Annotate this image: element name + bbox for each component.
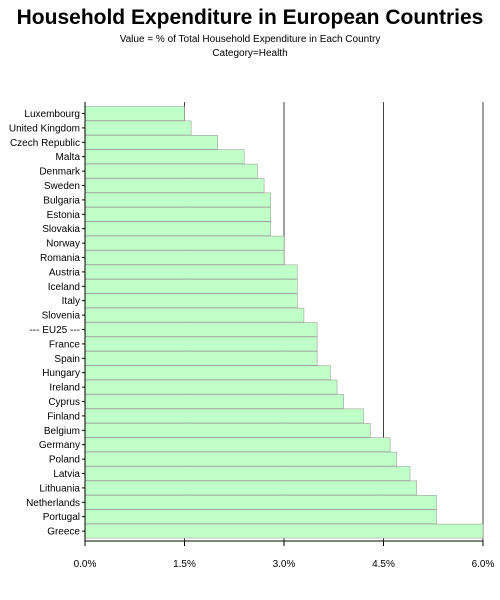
category-label: Iceland — [48, 282, 80, 293]
x-tick-label: 1.5% — [173, 559, 196, 570]
category-label: Norway — [46, 239, 80, 250]
category-label: Czech Republic — [10, 138, 80, 149]
bar — [84, 235, 285, 251]
category-label: Estonia — [47, 210, 81, 221]
x-tick-label: 0.0% — [74, 559, 97, 570]
category-label: --- EU25 --- — [29, 325, 80, 336]
bar — [84, 264, 298, 280]
bar — [84, 163, 258, 179]
bar — [84, 480, 417, 496]
bars — [84, 106, 484, 539]
bar — [84, 336, 318, 352]
category-label: Romania — [40, 253, 80, 264]
bar — [84, 135, 218, 150]
category-label: Portugal — [43, 512, 80, 523]
category-label: Greece — [47, 527, 80, 538]
tick-labels: 0.0% 1.5% 3.0% 4.5% 6.0% — [74, 559, 495, 570]
category-label: Ireland — [49, 383, 80, 394]
category-labels: Luxembourg United Kingdom Czech Republic Ma… — [9, 109, 81, 538]
chart-title: Household Expenditure in European Countr… — [16, 6, 484, 29]
category-label: Lithuania — [39, 483, 80, 494]
bar — [84, 221, 272, 236]
bar — [84, 422, 371, 438]
chart-subtitle-category: Category=Health — [212, 48, 288, 59]
category-label: Slovenia — [42, 311, 81, 322]
bar — [84, 437, 391, 453]
axes — [82, 102, 484, 546]
category-label: Italy — [62, 296, 80, 307]
category-label: Sweden — [44, 181, 80, 192]
bar — [84, 293, 298, 309]
bar — [84, 451, 398, 467]
category-label: Germany — [39, 440, 80, 451]
bar — [84, 509, 437, 525]
bar — [84, 494, 437, 510]
bar — [84, 106, 185, 121]
x-tick-label: 6.0% — [472, 559, 495, 570]
category-label: Finland — [47, 411, 80, 422]
bar — [84, 192, 272, 208]
category-label: Austria — [49, 267, 81, 278]
bar — [84, 523, 484, 539]
category-label: Spain — [54, 354, 80, 365]
category-label: Slovakia — [42, 224, 80, 235]
category-label: Poland — [49, 455, 80, 466]
category-label: Luxembourg — [24, 109, 80, 120]
category-label: Belgium — [44, 426, 80, 437]
x-tick-label: 4.5% — [372, 559, 395, 570]
bar — [84, 307, 305, 323]
bar — [84, 250, 285, 265]
category-label: Latvia — [53, 469, 80, 480]
category-label: United Kingdom — [9, 123, 80, 134]
chart-subtitle-value: Value = % of Total Household Expenditure… — [119, 34, 381, 45]
bar — [84, 350, 318, 366]
bar — [84, 322, 318, 337]
x-tick-label: 3.0% — [273, 559, 296, 570]
bar — [84, 365, 331, 381]
bar — [84, 178, 265, 193]
category-label: Malta — [56, 152, 81, 163]
category-label: France — [49, 339, 81, 350]
bar — [84, 120, 192, 136]
category-label: Netherlands — [26, 498, 80, 509]
bar — [84, 466, 411, 481]
category-label: Hungary — [42, 368, 80, 379]
category-label: Bulgaria — [43, 195, 80, 206]
category-label: Cyprus — [48, 397, 80, 408]
category-label: Denmark — [39, 167, 81, 178]
bar — [84, 149, 245, 164]
bar — [84, 379, 338, 395]
bar — [84, 394, 345, 409]
bar — [84, 408, 364, 424]
bar — [84, 207, 272, 222]
bar — [84, 278, 298, 294]
